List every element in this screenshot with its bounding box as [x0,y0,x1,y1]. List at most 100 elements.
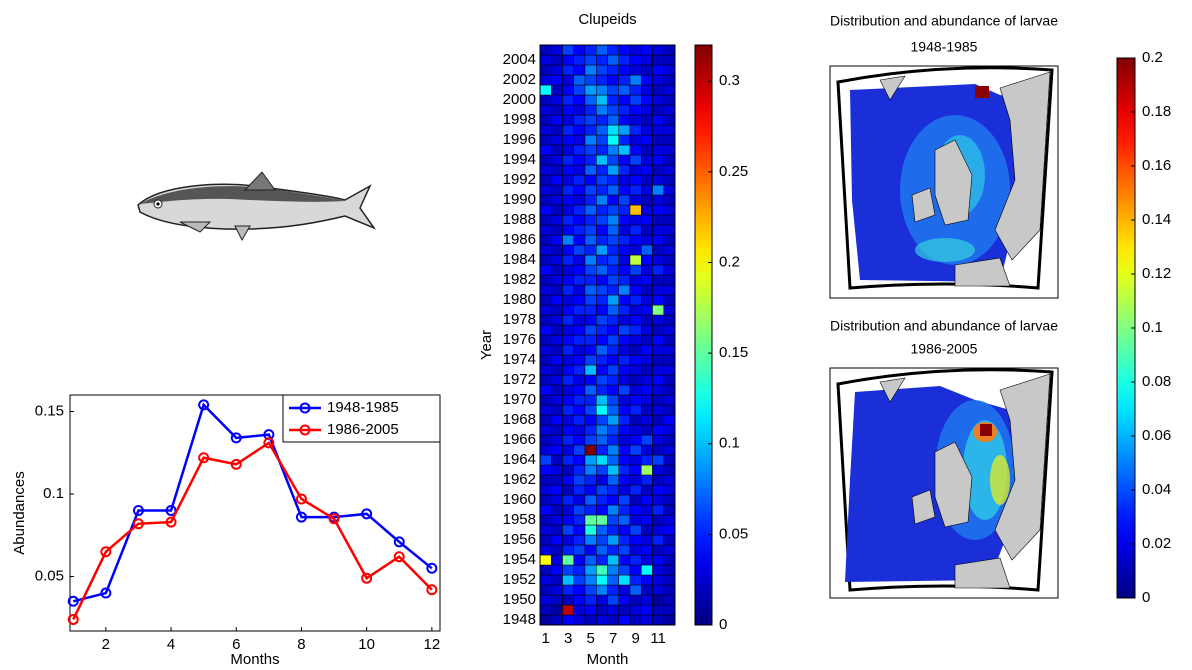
heatmap-cell [596,564,608,576]
heatmap-cell [641,474,653,486]
heatmap-cell [551,144,563,156]
heatmap-cell [551,414,563,426]
heatmap-cell [607,224,619,236]
heatmap-cell [607,304,619,316]
heatmap-cell [584,44,597,56]
heatmap-cell [629,44,642,56]
heatmap-cell [663,144,676,156]
heatmap-cell [596,474,608,486]
heatmap-cell [618,204,631,216]
heatmap-cell [618,564,631,576]
heatmap-cell [607,544,619,556]
heatmap-cell [607,604,619,616]
heatmap-cell [551,164,563,176]
heatmap-cell [551,44,563,56]
series-marker [263,437,275,449]
heatmap-cell [562,264,574,276]
heatmap-cell [562,214,574,226]
heatmap-cell [573,244,586,256]
heatmap-cell [573,234,586,246]
heatmap-cell [618,124,631,136]
heatmap-cell [584,584,597,596]
heatmap-cell [663,504,676,516]
heatmap-cell [551,334,563,346]
heatmap-cell [607,454,619,466]
heatmap-cell [539,144,552,156]
heatmap-cell [584,524,597,536]
series-marker [198,452,210,464]
heatmap-cell [641,314,653,326]
heatmap-cell [573,174,586,186]
heatmap-cell [607,484,619,496]
heatmap-cell [551,294,563,306]
heatmap-cell [596,144,608,156]
heatmap-cell [618,604,631,616]
y-tick-label: 1952 [503,571,536,588]
heatmap-cell [663,324,676,336]
heatmap-cell [663,474,676,486]
heatmap-cell [663,84,676,96]
heatmap-cell [562,104,574,116]
heatmap-cell [596,324,608,336]
heatmap-cell [641,404,653,416]
heatmap-cell [562,314,574,326]
heatmap-cell [573,214,586,226]
heatmap-cell [539,294,552,306]
heatmap-cell [629,364,642,376]
heatmap-cell [607,534,619,546]
heatmap-cell [551,604,563,616]
series-marker [328,513,340,525]
heatmap-cell [652,474,664,486]
heatmap-cell [629,234,642,246]
heatmap-cell [539,454,552,466]
colorbar-tick-label: 0.1 [719,435,740,452]
heatmap-cell [652,534,664,546]
heatmap-cell [584,454,597,466]
heatmap-cell [652,424,664,436]
series-marker [295,493,307,505]
heatmap-cell [663,124,676,136]
map-panel-2 [829,367,1059,599]
heatmap-cell [562,334,574,346]
heatmap-cell [663,484,676,496]
heatmap-cell [618,64,631,76]
heatmap-cell [551,224,563,236]
heatmap-cell [629,604,642,616]
heatmap-cell [562,544,574,556]
heatmap-cell [573,194,586,206]
heatmap-cell [584,354,597,366]
heatmap-cell [551,574,563,586]
heatmap-cell [596,134,608,146]
heatmap-cell [573,504,586,516]
heatmap-cell [573,554,586,566]
heatmap-cell [641,424,653,436]
heatmap-cell [618,614,631,626]
heatmap-cell [652,554,664,566]
heatmap-cell [652,204,664,216]
colorbar-tick-label: 0.02 [1142,535,1171,552]
heatmap-cell [607,434,619,446]
heatmap-cell [584,194,597,206]
heatmap-cell [584,104,597,116]
heatmap-cell [573,514,586,526]
heatmap-cell [573,564,586,576]
heatmap-cell [663,214,676,226]
heatmap-cell [618,264,631,276]
x-axis-label: Months [230,651,279,668]
heatmap-cell [562,604,574,616]
heatmap-cell [573,64,586,76]
heatmap-cell [551,104,563,116]
heatmap-cell [596,94,608,106]
heatmap-cell [584,134,597,146]
heatmap-cell [539,404,552,416]
heatmap-cell [629,374,642,386]
heatmap-cell [652,184,664,196]
heatmap-cell [652,484,664,496]
heatmap-cell [607,524,619,536]
heatmap-cell [573,384,586,396]
heatmap-cell [607,184,619,196]
series-line [72,441,433,620]
heatmap-cell [663,374,676,386]
heatmap-cell [573,494,586,506]
heatmap-cell [663,344,676,356]
